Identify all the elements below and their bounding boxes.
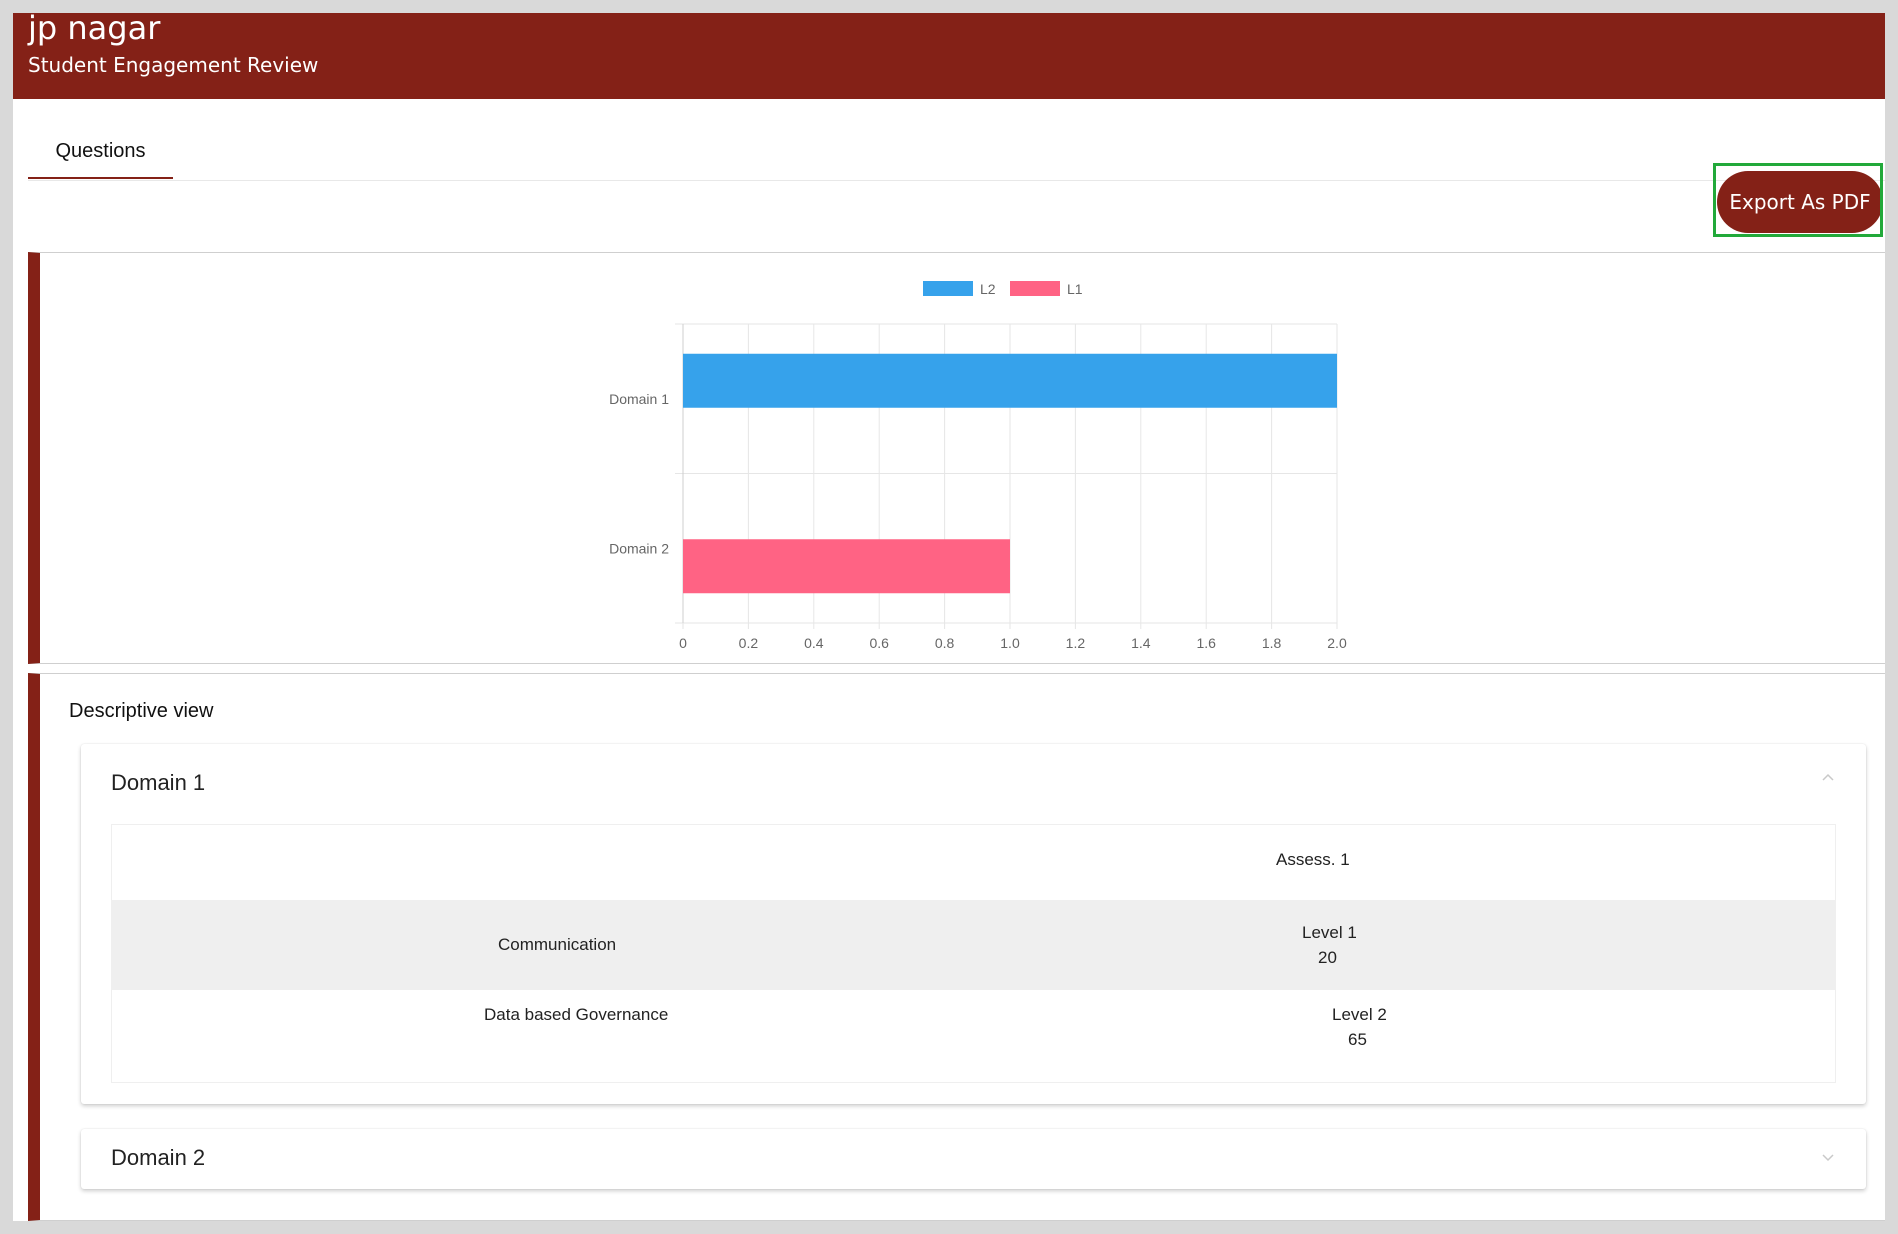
x-tick-label: 0 xyxy=(679,635,687,651)
domain-1-table: Assess. 1 Communication Level 1 20 Data … xyxy=(111,824,1836,1083)
bar-l1 xyxy=(683,539,1010,594)
app-window: jp nagar Student Engagement Review Quest… xyxy=(13,13,1885,1221)
x-tick-label: 1.2 xyxy=(1066,635,1086,651)
domain-1-title: Domain 1 xyxy=(111,770,206,795)
export-pdf-button[interactable]: Export As PDF xyxy=(1717,171,1883,233)
chart-card: 0 0.2 0.4 0.6 0.8 1.0 1.2 1.4 1.6 1.8 2.0 Domain 1 D… xyxy=(28,252,1885,664)
x-tick-label: 1.6 xyxy=(1196,635,1216,651)
domain-panel-1: Domain 1 Assess. 1 Communication Level 1… xyxy=(81,744,1866,1104)
tab-questions[interactable]: Questions xyxy=(28,130,173,179)
table-row: Data based Governance Level 2 65 xyxy=(112,990,1835,1084)
x-tick-label: 0.4 xyxy=(804,635,824,651)
x-tick-label: 1.8 xyxy=(1262,635,1282,651)
chevron-up-icon[interactable] xyxy=(1818,768,1838,788)
table-header-row: Assess. 1 xyxy=(112,825,1835,900)
row-score: 65 xyxy=(1348,1030,1367,1049)
legend-label: L1 xyxy=(1067,281,1083,297)
domain-2-title: Domain 2 xyxy=(111,1145,206,1170)
x-tick-label: 2.0 xyxy=(1327,635,1347,651)
row-label: Data based Governance xyxy=(484,1005,669,1024)
page-title: jp nagar xyxy=(28,13,161,47)
row-label: Communication xyxy=(498,935,617,954)
x-tick-label: 0.6 xyxy=(869,635,889,651)
x-tick-label: 1.0 xyxy=(1000,635,1020,651)
bar-chart: 0 0.2 0.4 0.6 0.8 1.0 1.2 1.4 1.6 1.8 2.0 Domain 1 D… xyxy=(609,281,1347,651)
bar-l2 xyxy=(683,353,1337,408)
page-subtitle: Student Engagement Review xyxy=(28,53,319,77)
descriptive-view-title: Descriptive view xyxy=(69,700,214,722)
column-header-assess: Assess. 1 xyxy=(1276,850,1350,869)
legend-swatch xyxy=(1010,281,1060,296)
x-tick-label: 0.2 xyxy=(739,635,759,651)
legend-label: L2 xyxy=(980,281,996,297)
chevron-down-icon[interactable] xyxy=(1818,1147,1838,1167)
y-category-label: Domain 1 xyxy=(609,391,669,407)
legend-swatch xyxy=(923,281,973,296)
row-level: Level 1 xyxy=(1302,923,1357,942)
page-header: jp nagar Student Engagement Review xyxy=(13,13,1885,99)
descriptive-view-card: Descriptive view Domain 1 Assess. 1 Comm… xyxy=(28,673,1885,1221)
table-row: Communication Level 1 20 xyxy=(112,900,1835,990)
x-tick-label: 0.8 xyxy=(935,635,955,651)
domain-panel-2: Domain 2 xyxy=(81,1129,1866,1189)
row-level: Level 2 xyxy=(1332,1005,1387,1024)
domain-2-header[interactable]: Domain 2 xyxy=(81,1129,1866,1189)
x-tick-label: 1.4 xyxy=(1131,635,1151,651)
row-score: 20 xyxy=(1318,948,1337,967)
y-category-label: Domain 2 xyxy=(609,540,669,556)
domain-1-header[interactable]: Domain 1 xyxy=(81,744,1866,814)
tab-bar: Questions xyxy=(28,130,1885,181)
